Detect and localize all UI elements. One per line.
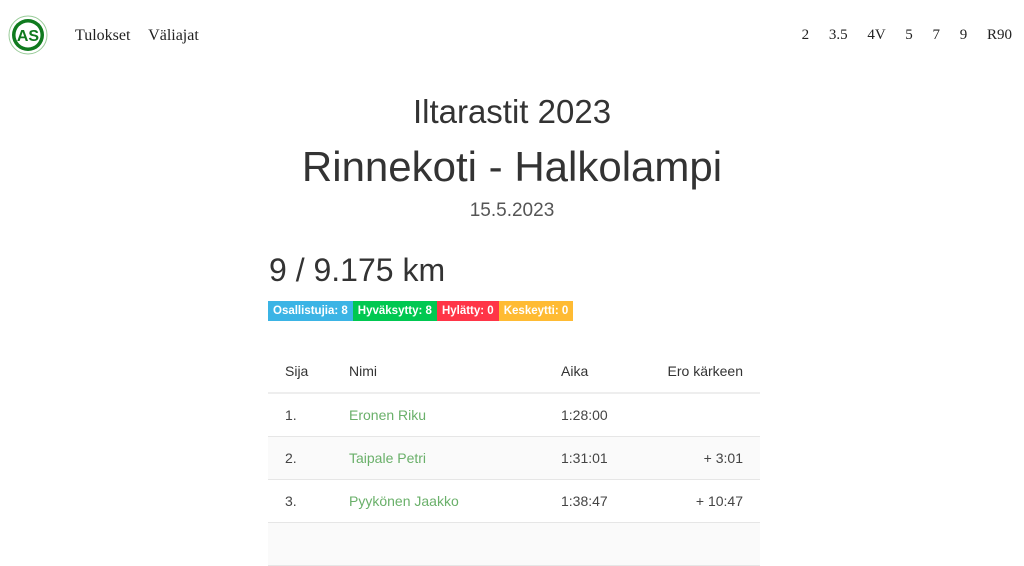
runner-name-link[interactable]: Eronen Riku bbox=[332, 393, 544, 437]
class-link[interactable]: 4V bbox=[867, 27, 886, 43]
status-badges: Osallistujia: 8 Hyväksytty: 8 Hylätty: 0… bbox=[268, 301, 574, 321]
badge-participants: Osallistujia: 8 bbox=[268, 301, 353, 321]
badge-rejected: Hylätty: 0 bbox=[436, 301, 499, 321]
time: 1:28:00 bbox=[544, 393, 636, 437]
event-title: Rinnekoti - Halkolampi bbox=[301, 143, 723, 190]
class-link[interactable]: 5 bbox=[905, 27, 913, 43]
diff: + 10:47 bbox=[635, 479, 760, 523]
class-link[interactable]: 7 bbox=[932, 27, 940, 43]
course-title: 9 / 9.175 km bbox=[269, 252, 446, 288]
runner-name-link[interactable]: Pyykönen Jaakko bbox=[332, 479, 544, 523]
table-row bbox=[268, 522, 760, 566]
club-logo[interactable]: AS bbox=[8, 15, 48, 55]
rank: 3. bbox=[268, 479, 332, 523]
badge-accepted: Hyväksytty: 8 bbox=[352, 301, 437, 321]
header-aika: Aika bbox=[544, 350, 636, 394]
time: 1:31:01 bbox=[544, 436, 636, 480]
diff: + 3:01 bbox=[635, 436, 760, 480]
header-ero: Ero kärkeen bbox=[635, 350, 760, 394]
rank: 1. bbox=[268, 393, 332, 437]
navbar: AS Tulokset Väliajat 2 3.5 4V 5 7 9 R90 bbox=[0, 0, 1024, 70]
class-links: 2 3.5 4V 5 7 9 R90 bbox=[786, 27, 1012, 44]
svg-text:AS: AS bbox=[17, 28, 40, 45]
badge-dnf: Keskeytti: 0 bbox=[498, 301, 574, 321]
class-link[interactable]: 3.5 bbox=[828, 27, 848, 43]
nav-tulokset[interactable]: Tulokset bbox=[75, 27, 131, 44]
nav-valiajat[interactable]: Väliajat bbox=[148, 27, 199, 44]
rank: 2. bbox=[268, 436, 332, 480]
series-title: Iltarastit 2023 bbox=[412, 93, 612, 130]
class-link[interactable]: 2 bbox=[801, 27, 810, 43]
event-date: 15.5.2023 bbox=[469, 200, 555, 221]
header-nimi: Nimi bbox=[332, 350, 544, 394]
class-link[interactable]: R90 bbox=[986, 27, 1012, 43]
time: 1:38:47 bbox=[544, 479, 636, 523]
results-table: Sija Nimi Aika Ero kärkeen 1. Eronen Rik… bbox=[268, 350, 760, 566]
diff bbox=[635, 393, 760, 437]
table-row: 2. Taipale Petri 1:31:01 + 3:01 bbox=[268, 436, 760, 480]
runner-name-link[interactable]: Taipale Petri bbox=[332, 436, 544, 480]
header-sija: Sija bbox=[268, 350, 332, 394]
table-row: 3. Pyykönen Jaakko 1:38:47 + 10:47 bbox=[268, 479, 760, 523]
class-link[interactable]: 9 bbox=[959, 27, 968, 43]
table-row: 1. Eronen Riku 1:28:00 bbox=[268, 393, 760, 437]
